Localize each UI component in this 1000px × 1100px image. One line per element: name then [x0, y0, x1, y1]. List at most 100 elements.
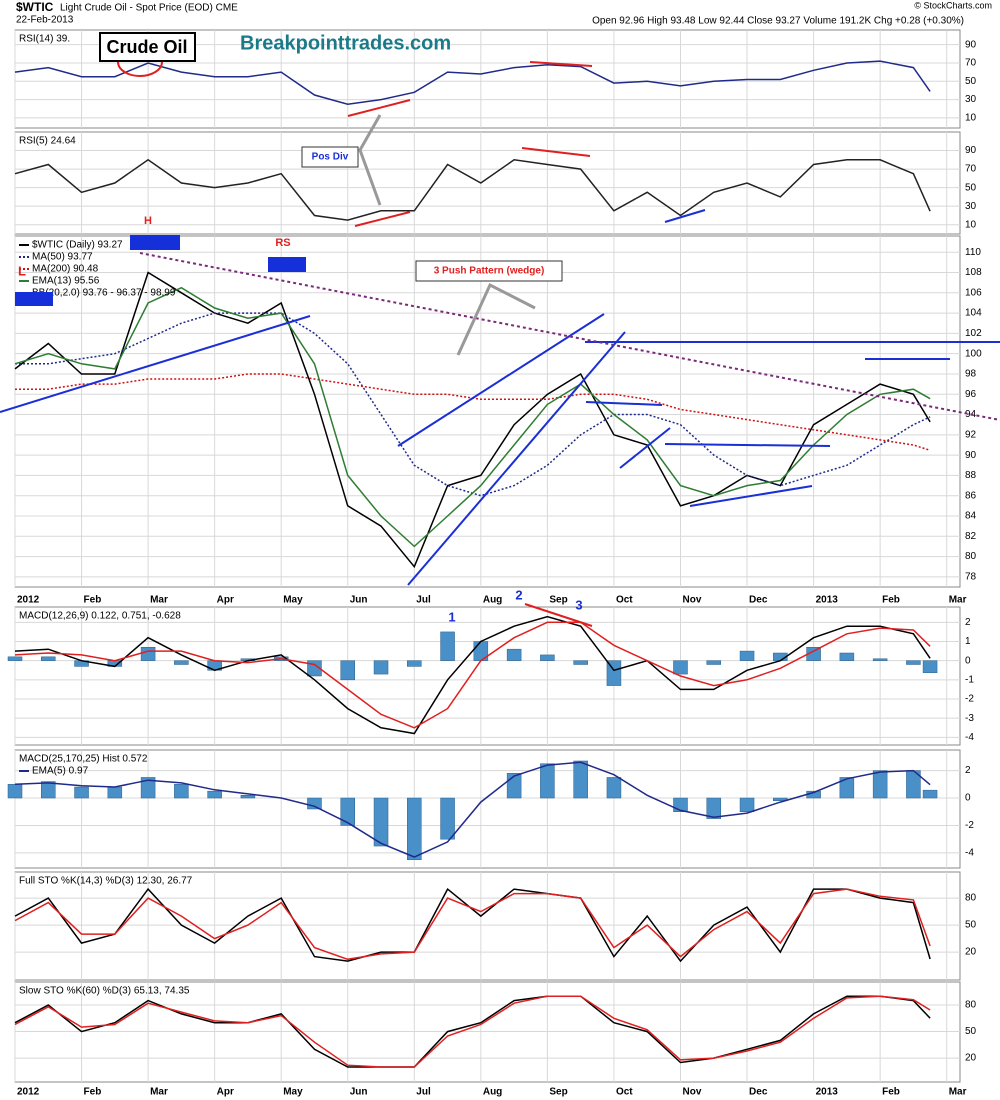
trendline	[689, 485, 813, 507]
histogram-bar	[440, 797, 455, 840]
histogram-bar	[839, 777, 855, 799]
symbol: $WTIC	[16, 0, 54, 14]
y-tick-label: 96	[965, 389, 977, 400]
quote: Open 92.96 High 93.48 Low 92.44 Close 93…	[592, 16, 964, 27]
y-tick-label: 50	[965, 1026, 977, 1037]
x-tick-label: Dec	[749, 595, 768, 606]
legend-label: $WTIC (Daily) 93.27	[32, 240, 123, 251]
y-tick-label: 0	[965, 655, 971, 666]
x-tick-label: Sep	[549, 1087, 567, 1098]
x-tick-label: May	[283, 595, 303, 606]
annotation: L	[18, 263, 26, 278]
x-tick-label: Mar	[150, 1087, 168, 1098]
y-tick-label: 10	[965, 219, 977, 230]
trendline	[397, 313, 605, 447]
x-tick-label: Feb	[84, 595, 102, 606]
y-tick-label: 82	[965, 531, 977, 542]
divergence-line	[664, 209, 706, 223]
x-tick-label: Jul	[416, 595, 431, 606]
histogram-bar	[540, 654, 555, 661]
x-tick-label: Mar	[949, 1087, 967, 1098]
x-tick-label: 2012	[17, 1087, 40, 1098]
y-tick-label: 50	[965, 920, 977, 931]
panel-title: MACD(12,26,9) 0.122, 0.751, -0.628	[19, 611, 181, 622]
y-tick-label: 86	[965, 490, 977, 501]
histogram-bar	[506, 648, 522, 661]
series-line	[15, 373, 931, 452]
label-box	[99, 32, 196, 62]
annotation: Breakpointtrades.com	[240, 32, 451, 54]
x-tick-label: Oct	[616, 1087, 633, 1098]
panel: 10 30 50 70 90 RSI(5) 24.64	[14, 131, 977, 235]
histogram-bar	[872, 770, 888, 799]
y-tick-label: 78	[965, 571, 977, 582]
histogram-bar	[207, 790, 222, 799]
y-tick-label: 30	[965, 201, 977, 212]
annotation: 1	[448, 609, 455, 624]
histogram-bar	[739, 797, 755, 812]
divergence-line	[347, 99, 411, 117]
histogram-bar	[673, 660, 688, 675]
callout-arrow	[358, 114, 382, 206]
panel-title: MACD(25,170,25) Hist 0.572	[19, 754, 148, 765]
y-tick-label: -4	[965, 732, 974, 743]
credit: © StockCharts.com	[914, 0, 992, 10]
trendline	[139, 252, 1000, 421]
series-line	[14, 761, 931, 858]
y-tick-label: 92	[965, 429, 977, 440]
histogram-bar	[606, 777, 622, 799]
divergence-line	[354, 211, 411, 227]
y-tick-label: 106	[965, 287, 982, 298]
y-tick-label: 80	[965, 551, 977, 562]
y-tick-label: -3	[965, 713, 974, 724]
y-tick-label: -2	[965, 820, 974, 831]
label-box	[301, 146, 359, 168]
y-tick-label: 90	[965, 145, 977, 156]
y-tick-label: -1	[965, 674, 974, 685]
annotation: 3	[575, 597, 582, 612]
panel-title: Full STO %K(14,3) %D(3) 12.30, 26.77	[19, 876, 193, 887]
y-tick-label: 90	[965, 39, 977, 50]
instrument-name: Light Crude Oil - Spot Price (EOD) CME	[60, 3, 238, 14]
series-line	[14, 995, 931, 1068]
panel-title: Slow STO %K(60) %D(3) 65.13, 74.35	[19, 986, 190, 997]
trendline	[0, 315, 311, 413]
histogram-bar	[340, 660, 355, 681]
histogram-bar	[307, 797, 322, 810]
x-tick-label: Nov	[682, 595, 701, 606]
x-tick-label: Jun	[350, 595, 368, 606]
annotation: Pos Div	[312, 152, 349, 163]
x-tick-label: May	[283, 1087, 303, 1098]
y-tick-label: 2	[965, 617, 971, 628]
x-tick-label: Aug	[483, 1087, 502, 1098]
legend-label: BB(20,2.0) 93.76 - 96.37 - 98.99	[32, 288, 176, 299]
series-line	[14, 887, 931, 963]
histogram-bar	[906, 660, 921, 665]
x-tick-label: Feb	[882, 1087, 900, 1098]
histogram-bar	[739, 650, 755, 661]
y-tick-label: 10	[965, 113, 977, 124]
marker-box	[130, 235, 180, 250]
legend-label: EMA(13) 95.56	[32, 276, 100, 287]
histogram-bar	[74, 786, 89, 799]
histogram-bar	[706, 660, 722, 665]
histogram-bar	[140, 777, 156, 799]
y-tick-label: 100	[965, 348, 982, 359]
y-tick-label: 98	[965, 369, 977, 380]
histogram-bar	[839, 652, 855, 661]
x-tick-label: Feb	[84, 1087, 102, 1098]
legend-label: MA(50) 93.77	[32, 252, 93, 263]
y-tick-label: 1	[965, 636, 971, 647]
legend-label: MA(200) 90.48	[32, 264, 99, 275]
histogram-bar	[41, 656, 56, 661]
y-tick-label: 80	[965, 1000, 977, 1011]
divergence-line	[524, 603, 593, 627]
panel: 20 50 80 Slow STO %K(60) %D(3) 65.13, 74.35	[14, 981, 977, 1083]
marker-box	[15, 292, 53, 306]
x-tick-label: Dec	[749, 1087, 768, 1098]
y-tick-label: 110	[965, 247, 981, 258]
y-tick-label: 20	[965, 1053, 977, 1064]
y-tick-label: 80	[965, 893, 977, 904]
y-tick-label: 108	[965, 267, 982, 278]
y-tick-label: 90	[965, 450, 977, 461]
